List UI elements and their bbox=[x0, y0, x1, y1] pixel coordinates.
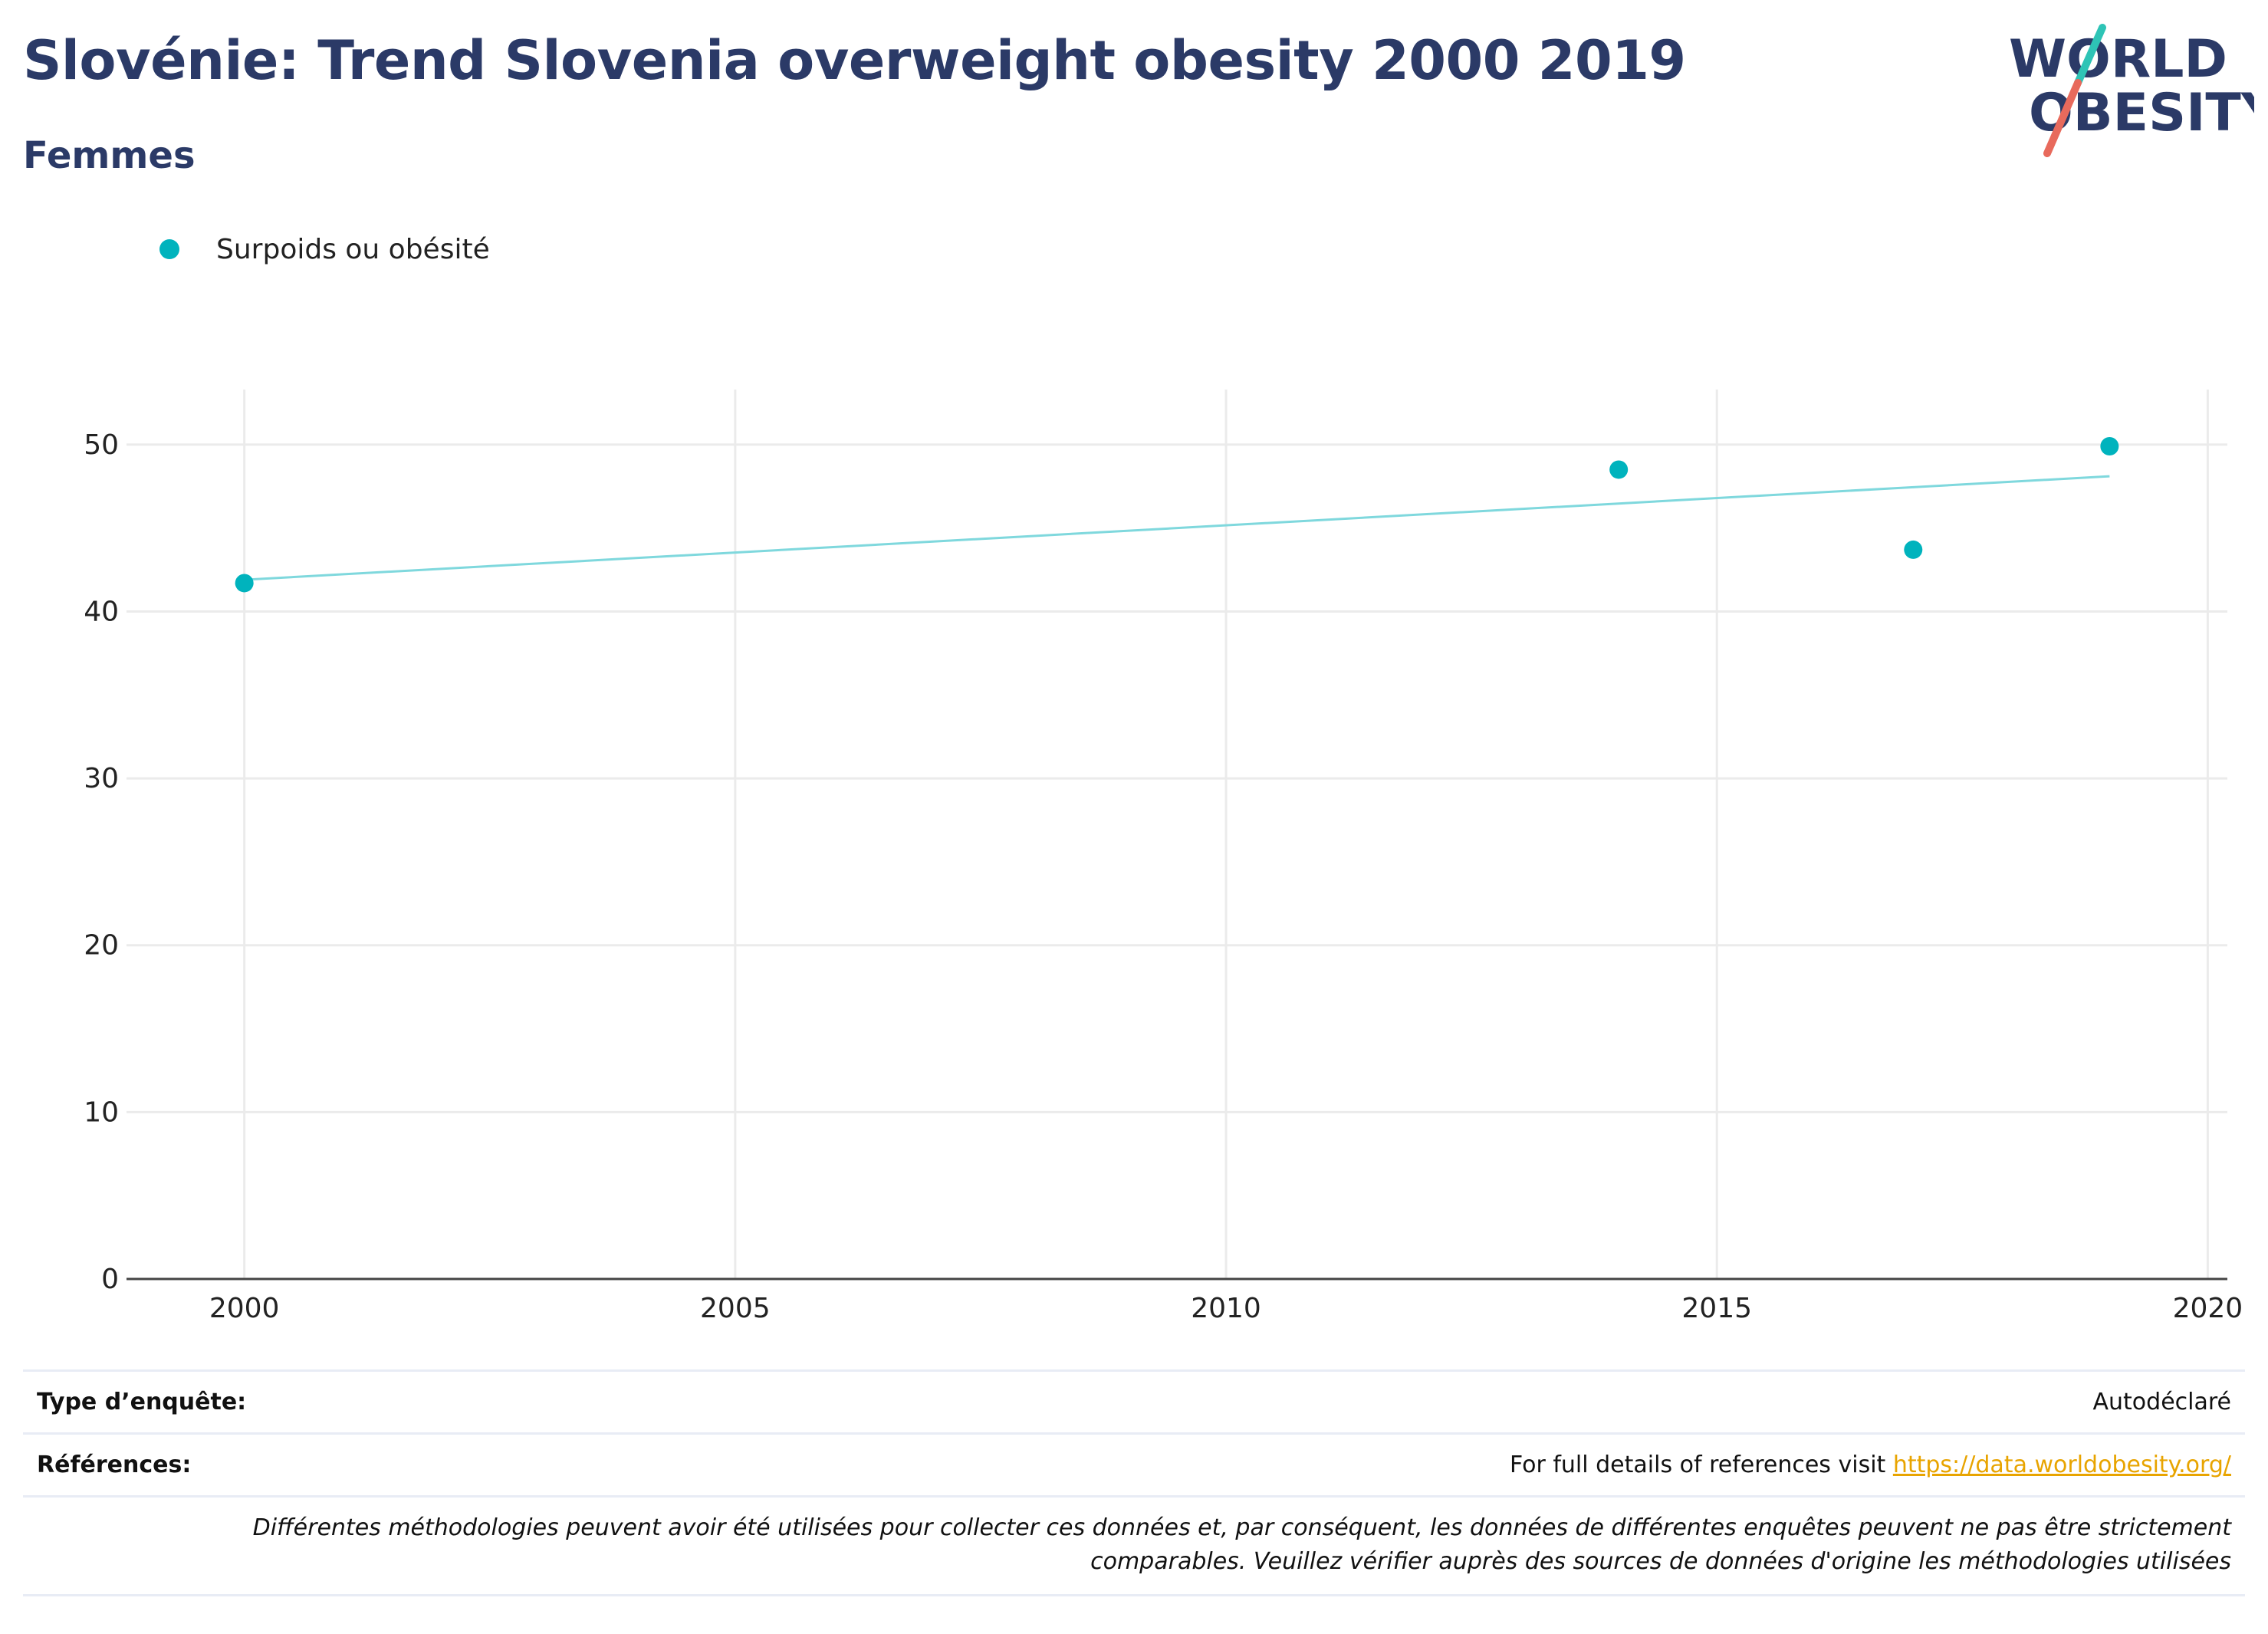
references-link[interactable]: https://data.worldobesity.org/ bbox=[1892, 1452, 2231, 1478]
info-table: Type d’enquête: Autodéclaré Références: … bbox=[23, 1369, 2245, 1596]
methodology-note: Différentes méthodologies peuvent avoir … bbox=[23, 1495, 2245, 1596]
y-tick-label: 0 bbox=[101, 1264, 119, 1295]
y-tick-label: 40 bbox=[84, 596, 119, 627]
survey-type-value: Autodéclaré bbox=[2092, 1389, 2232, 1415]
logo-line1: WORLD bbox=[2009, 29, 2227, 90]
y-tick-label: 10 bbox=[84, 1096, 119, 1128]
survey-type-label: Type d’enquête: bbox=[37, 1389, 247, 1415]
page-title: Slovénie: Trend Slovenia overweight obes… bbox=[23, 29, 1686, 92]
x-tick-label: 2020 bbox=[2173, 1293, 2243, 1324]
data-point bbox=[235, 574, 254, 593]
data-point bbox=[2100, 436, 2119, 455]
references-value: For full details of references visit htt… bbox=[1510, 1452, 2231, 1478]
data-point bbox=[1609, 460, 1629, 479]
x-tick-label: 2015 bbox=[1681, 1293, 1752, 1324]
survey-type-row: Type d’enquête: Autodéclaré bbox=[23, 1369, 2245, 1432]
y-tick-label: 30 bbox=[84, 763, 119, 794]
legend-label: Surpoids ou obésité bbox=[216, 233, 490, 265]
x-tick-label: 2010 bbox=[1191, 1293, 1261, 1324]
legend-marker bbox=[159, 239, 179, 259]
data-point bbox=[1904, 540, 1923, 559]
chart-area: 2000 2005 2010 2015 2020 0 10 20 30 40 50 bbox=[0, 376, 2268, 1342]
references-text: For full details of references visit bbox=[1509, 1452, 1893, 1478]
y-tick-label: 50 bbox=[84, 429, 119, 461]
logo-slash-top bbox=[2074, 24, 2106, 87]
methodology-note-line1: Différentes méthodologies peuvent avoir … bbox=[252, 1514, 2231, 1541]
page-subtitle: Femmes bbox=[23, 134, 196, 177]
x-tick-label: 2005 bbox=[700, 1293, 771, 1324]
references-row: Références: For full details of referenc… bbox=[23, 1432, 2245, 1495]
methodology-note-line2: comparables. Veuillez vérifier auprès de… bbox=[1090, 1548, 2231, 1575]
x-tick-label: 2000 bbox=[209, 1293, 280, 1324]
trend-line bbox=[244, 475, 2110, 581]
references-label: Références: bbox=[37, 1452, 192, 1478]
world-obesity-logo: WORLD OBESITY bbox=[2009, 24, 2254, 157]
scatter-chart: 2000 2005 2010 2015 2020 0 10 20 30 40 50 bbox=[84, 390, 2243, 1324]
chart-legend[interactable]: Surpoids ou obésité bbox=[159, 230, 490, 268]
logo-slash-bottom bbox=[2043, 79, 2082, 157]
y-tick-label: 20 bbox=[84, 930, 119, 962]
